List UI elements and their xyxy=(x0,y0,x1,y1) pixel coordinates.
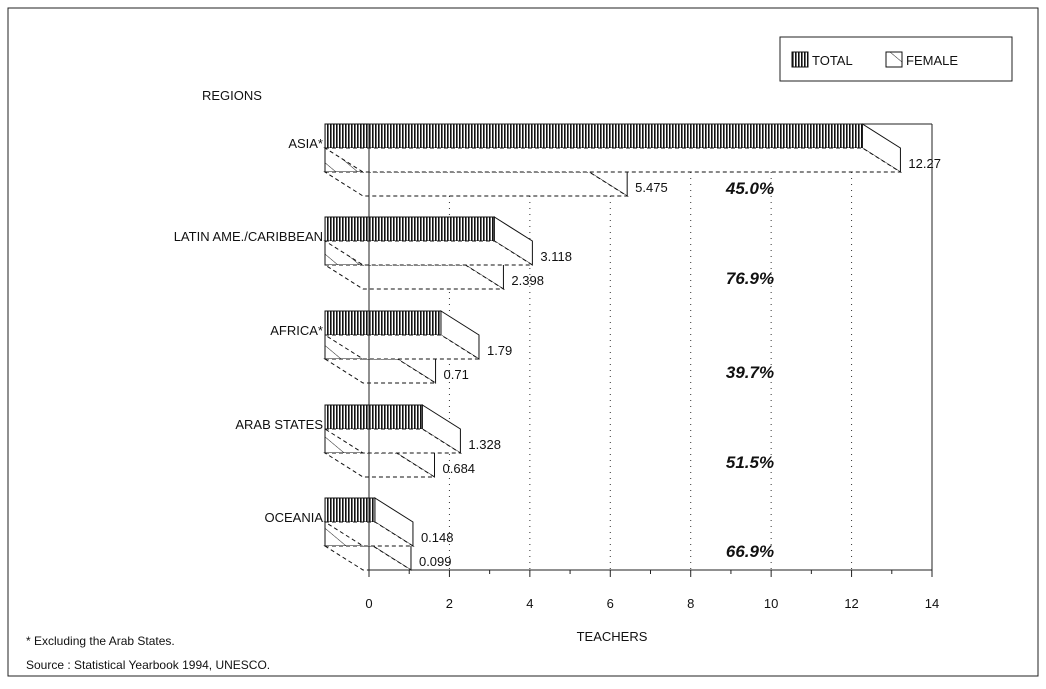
x-axis-label: TEACHERS xyxy=(577,629,648,644)
legend-label-total: TOTAL xyxy=(812,53,853,68)
category-label: LATIN AME./CARIBBEAN xyxy=(174,229,323,244)
female-percent-label: 76.9% xyxy=(726,269,774,288)
source-note: Source : Statistical Yearbook 1994, UNES… xyxy=(26,658,270,672)
total-bar-face xyxy=(324,123,863,149)
female-percent-label: 39.7% xyxy=(726,363,774,382)
legend-swatch-total xyxy=(791,51,809,68)
axes: 0 2 4 6 8 10 12 14 ASIA* LATIN AME./CARIBBEAN AFRI… xyxy=(174,123,939,611)
female-bar-value-label: 2.398 xyxy=(511,273,544,288)
legend: TOTAL FEMALE xyxy=(779,36,1013,82)
total-bar-value-label: 3.118 xyxy=(540,249,572,264)
chart-frame xyxy=(7,7,1039,677)
female-percent-label: 51.5% xyxy=(726,453,774,472)
female-bar-bottom xyxy=(323,171,629,197)
female-bar-value-label: 0.71 xyxy=(444,367,469,382)
x-tick-label: 0 xyxy=(365,596,372,611)
total-bar-value-label: 0.148 xyxy=(421,530,454,545)
total-bar-bottom xyxy=(323,147,903,173)
total-bar: 1.328 xyxy=(323,404,501,454)
total-bar-face xyxy=(324,404,423,430)
total-bar-bottom xyxy=(323,240,535,266)
x-tick-label: 8 xyxy=(687,596,694,611)
female-bar-value-label: 0.684 xyxy=(443,461,476,476)
x-tick-label: 6 xyxy=(607,596,614,611)
y-axis-label: REGIONS xyxy=(202,88,262,103)
category-label: OCEANIA xyxy=(264,510,323,525)
female-bar-value-label: 0.099 xyxy=(419,554,452,569)
x-tick-label: 10 xyxy=(764,596,778,611)
x-tick-label: 14 xyxy=(925,596,939,611)
total-bar-face xyxy=(324,497,376,523)
category-label: AFRICA* xyxy=(270,323,323,338)
female-bar-value-label: 5.475 xyxy=(635,180,668,195)
total-bar: 3.118 xyxy=(323,216,572,266)
x-tick-label: 12 xyxy=(844,596,858,611)
female-percent-label: 66.9% xyxy=(726,542,774,561)
total-bar-bottom xyxy=(323,334,481,360)
female-percent-label: 45.0% xyxy=(725,179,774,198)
category-label: ASIA* xyxy=(288,136,323,151)
x-tick-label: 2 xyxy=(446,596,453,611)
total-bar-face xyxy=(324,310,442,336)
female-bar-bottom xyxy=(323,358,438,384)
footnote: * Excluding the Arab States. xyxy=(26,634,175,648)
x-tick-label: 4 xyxy=(526,596,533,611)
legend-label-female: FEMALE xyxy=(906,53,958,68)
total-bar: 1.79 xyxy=(323,310,512,360)
total-bar-value-label: 1.328 xyxy=(468,437,501,452)
bars: 5.475 12.27 45.0% 2.398 3.118 76.9% 0.71 1.79 39… xyxy=(323,123,941,571)
category-label: ARAB STATES xyxy=(235,417,323,432)
total-bar-value-label: 1.79 xyxy=(487,343,512,358)
total-bar-value-label: 12.27 xyxy=(908,156,941,171)
total-bar-bottom xyxy=(323,428,463,454)
legend-swatch-female xyxy=(885,51,903,68)
female-bar-bottom xyxy=(323,452,437,478)
total-bar-face xyxy=(324,216,495,242)
total-bar: 12.27 xyxy=(323,123,941,173)
